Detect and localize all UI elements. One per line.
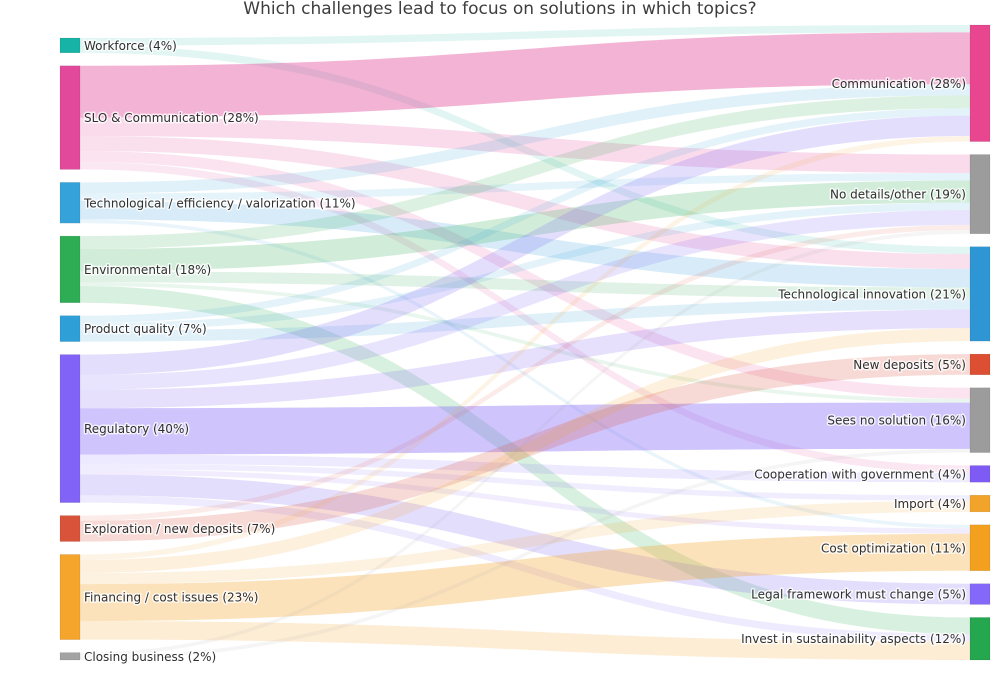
sankey-link-financing-to-cost_optimization[interactable] [80, 533, 970, 622]
sankey-link-exploration-to-new_deposits[interactable] [80, 354, 970, 542]
sankey-node-label-tech_innovation: Technological innovation (21%) [777, 287, 966, 301]
sankey-node-new_deposits[interactable] [969, 353, 991, 376]
sankey-link-regulatory-to-tech_innovation[interactable] [80, 309, 970, 409]
sankey-link-regulatory-to-invest_sustainability[interactable] [80, 495, 970, 642]
sankey-node-product_quality[interactable] [59, 315, 81, 342]
sankey-link-regulatory-to-legal_framework[interactable] [80, 474, 970, 605]
sankey-link-regulatory-to-cost_optimization[interactable] [80, 469, 970, 534]
sankey-node-label-tech_eff: Technological / efficiency / valorizatio… [83, 196, 356, 210]
sankey-node-label-cost_optimization: Cost optimization (11%) [821, 541, 966, 555]
sankey-link-regulatory-to-coop_government[interactable] [80, 454, 970, 483]
sankey-link-closing-to-no_details[interactable] [80, 230, 970, 657]
sankey-node-label-new_deposits: New deposits (5%) [853, 358, 966, 372]
sankey-node-label-communication: Communication (28%) [832, 77, 966, 91]
sankey-link-environmental-to-invest_sustainability[interactable] [80, 286, 970, 635]
sankey-link-closing-to-sees_no_solution[interactable] [80, 448, 970, 660]
sankey-link-tech_eff-to-cost_optimization[interactable] [80, 219, 970, 529]
sankey-node-tech_eff[interactable] [59, 182, 81, 224]
sankey-link-regulatory-to-import[interactable] [80, 463, 970, 501]
sankey-link-exploration-to-no_details[interactable] [80, 224, 970, 521]
sankey-node-communication[interactable] [969, 24, 991, 142]
sankey-node-financing[interactable] [59, 554, 81, 640]
sankey-node-label-slo: SLO & Communication (28%) [84, 111, 259, 125]
sankey-link-financing-to-import[interactable] [80, 500, 970, 585]
sankey-node-exploration[interactable] [59, 515, 81, 542]
chart-title: Which challenges lead to focus on soluti… [243, 0, 756, 19]
sankey-node-sees_no_solution[interactable] [969, 387, 991, 453]
sankey-link-product_quality-to-communication[interactable] [80, 108, 970, 324]
sankey-node-invest_sustainability[interactable] [969, 617, 991, 661]
sankey-link-environmental-to-tech_innovation[interactable] [80, 271, 970, 299]
sankey-node-label-workforce: Workforce (4%) [84, 39, 177, 53]
sankey-link-product_quality-to-tech_innovation[interactable] [80, 298, 970, 342]
sankey-link-financing-to-invest_sustainability[interactable] [80, 621, 970, 660]
sankey-link-slo-to-no_details[interactable] [80, 117, 970, 174]
sankey-node-environmental[interactable] [59, 235, 81, 303]
sankey-link-environmental-to-no_details[interactable] [80, 180, 970, 272]
sankey-node-workforce[interactable] [59, 37, 81, 54]
sankey-node-coop_government[interactable] [969, 465, 991, 483]
sankey-link-financing-to-communication[interactable] [80, 136, 970, 561]
sankey-node-slo[interactable] [59, 65, 81, 170]
sankey-node-label-product_quality: Product quality (7%) [84, 322, 207, 336]
sankey-node-label-closing: Closing business (2%) [84, 650, 216, 664]
sankey-node-label-regulatory: Regulatory (40%) [84, 422, 189, 436]
sankey-node-legal_framework[interactable] [969, 583, 991, 605]
sankey-node-closing[interactable] [59, 652, 81, 661]
sankey-link-slo-to-tech_innovation[interactable] [80, 136, 970, 269]
sankey-link-workforce-to-tech_innovation[interactable] [80, 45, 970, 255]
sankey-node-cost_optimization[interactable] [969, 524, 991, 571]
sankey-link-workforce-to-communication[interactable] [80, 25, 970, 46]
sankey-link-product_quality-to-no_details[interactable] [80, 202, 970, 331]
sankey-node-regulatory[interactable] [59, 354, 81, 503]
sankey-node-label-invest_sustainability: Invest in sustainability aspects (12%) [741, 632, 966, 646]
sankey-node-no_details[interactable] [969, 154, 991, 234]
sankey-node-label-environmental: Environmental (18%) [84, 263, 211, 277]
sankey-node-import[interactable] [969, 494, 991, 513]
sankey-node-label-exploration: Exploration / new deposits (7%) [84, 522, 275, 536]
sankey-node-label-legal_framework: Legal framework must change (5%) [751, 588, 966, 602]
sankey-node-label-coop_government: Cooperation with government (4%) [754, 467, 966, 481]
sankey-node-label-no_details: No details/other (19%) [830, 188, 966, 202]
sankey-node-label-financing: Financing / cost issues (23%) [84, 591, 258, 605]
sankey-node-label-sees_no_solution: Sees no solution (16%) [827, 414, 966, 428]
sankey-link-regulatory-to-no_details[interactable] [80, 210, 970, 390]
sankey-link-tech_eff-to-tech_innovation[interactable] [80, 200, 970, 288]
sankey-link-environmental-to-sees_no_solution[interactable] [80, 282, 970, 403]
sankey-link-slo-to-communication[interactable] [80, 32, 970, 118]
sankey-link-tech_eff-to-communication[interactable] [80, 84, 970, 194]
sankey-node-tech_innovation[interactable] [969, 246, 991, 342]
sankey-link-slo-to-sees_no_solution[interactable] [80, 150, 970, 399]
sankey-link-financing-to-tech_innovation[interactable] [80, 328, 970, 573]
sankey-link-tech_eff-to-no_details[interactable] [80, 173, 970, 201]
sankey-link-slo-to-coop_government[interactable] [80, 162, 970, 473]
sankey-node-label-import: Import (4%) [894, 497, 966, 511]
sankey-link-regulatory-to-sees_no_solution[interactable] [80, 402, 970, 455]
sankey-link-regulatory-to-communication[interactable] [80, 115, 970, 375]
sankey-link-environmental-to-communication[interactable] [80, 95, 970, 250]
